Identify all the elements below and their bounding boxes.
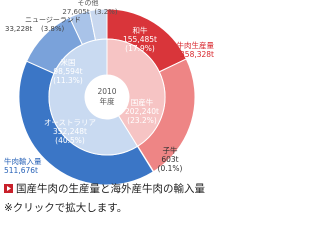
inner-label: 牛肉輸入量	[4, 156, 42, 166]
outer-percent: (3.2%)	[94, 8, 118, 16]
outer-value: 98,594t	[53, 67, 82, 76]
center-label: 2010	[97, 87, 116, 96]
outer-value: 155,485t	[123, 35, 157, 44]
outer-label: 和牛	[133, 25, 148, 35]
outer-value: 352,248t	[53, 127, 87, 136]
outer-percent: (40.5%)	[55, 136, 85, 145]
outer-percent: (17.9%)	[125, 44, 155, 53]
inner-label: 牛肉生産量	[177, 40, 215, 50]
outer-label: 子牛	[163, 145, 178, 155]
outer-label: 米国	[61, 57, 76, 67]
outer-percent: (23.2%)	[127, 116, 157, 125]
outer-label: オーストラリア	[44, 118, 96, 127]
outer-label: ニュージーランド	[25, 16, 81, 24]
outer-label: 国産牛	[131, 97, 154, 107]
inner-value: 358,328t	[180, 50, 214, 59]
caption-note: ※クリックで拡大します。	[4, 201, 127, 214]
outer-percent: (3.8%)	[41, 25, 65, 33]
inner-wedge	[48, 38, 139, 156]
inner-value: 511,676t	[4, 166, 38, 175]
outer-label: その他	[78, 0, 99, 7]
outer-value: 27,605t	[62, 8, 89, 16]
center-label: 年度	[100, 96, 115, 106]
outer-percent: (0.1%)	[158, 164, 183, 173]
outer-value: 603t	[161, 155, 178, 164]
outer-percent: (11.3%)	[53, 76, 83, 85]
caption-link: 国産牛肉の生産量と海外産牛肉の輸入量	[16, 182, 205, 195]
bullet-arrow	[7, 186, 11, 191]
outer-value: 33,228t	[5, 25, 32, 33]
outer-value: 202,240t	[125, 107, 159, 116]
